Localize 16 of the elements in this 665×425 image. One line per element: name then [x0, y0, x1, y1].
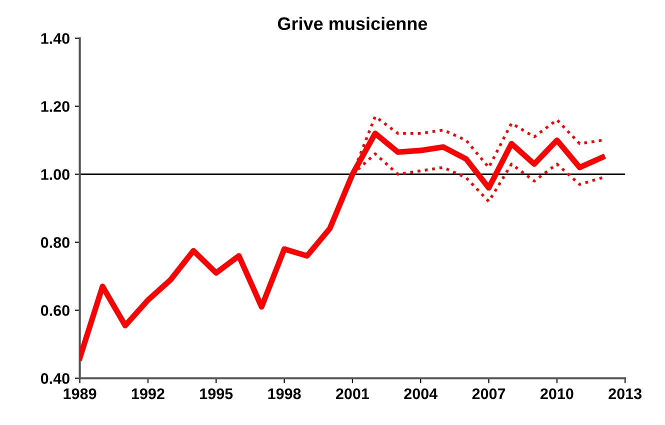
- y-tick-label: 0.80: [40, 237, 70, 248]
- x-tick-label: 2001: [336, 388, 370, 400]
- x-tick-label: 1995: [200, 388, 233, 400]
- x-tick-label: 2013: [608, 388, 642, 400]
- chart-title: Grive musicienne: [278, 16, 428, 30]
- x-tick-label: 1992: [132, 388, 164, 400]
- x-tick-label: 2010: [540, 388, 574, 400]
- y-tick-label: 1.20: [41, 101, 70, 112]
- y-tick-label: 0.60: [40, 305, 70, 316]
- y-tick-label: 1.40: [41, 33, 70, 44]
- x-tick-label: 1998: [268, 388, 301, 400]
- x-tick-label: 2007: [472, 388, 506, 400]
- x-tick-label: 1989: [64, 388, 96, 400]
- x-tick-label: 2004: [404, 388, 438, 400]
- y-tick-label: 0.40: [40, 373, 70, 384]
- y-tick-label: 1.00: [41, 169, 70, 180]
